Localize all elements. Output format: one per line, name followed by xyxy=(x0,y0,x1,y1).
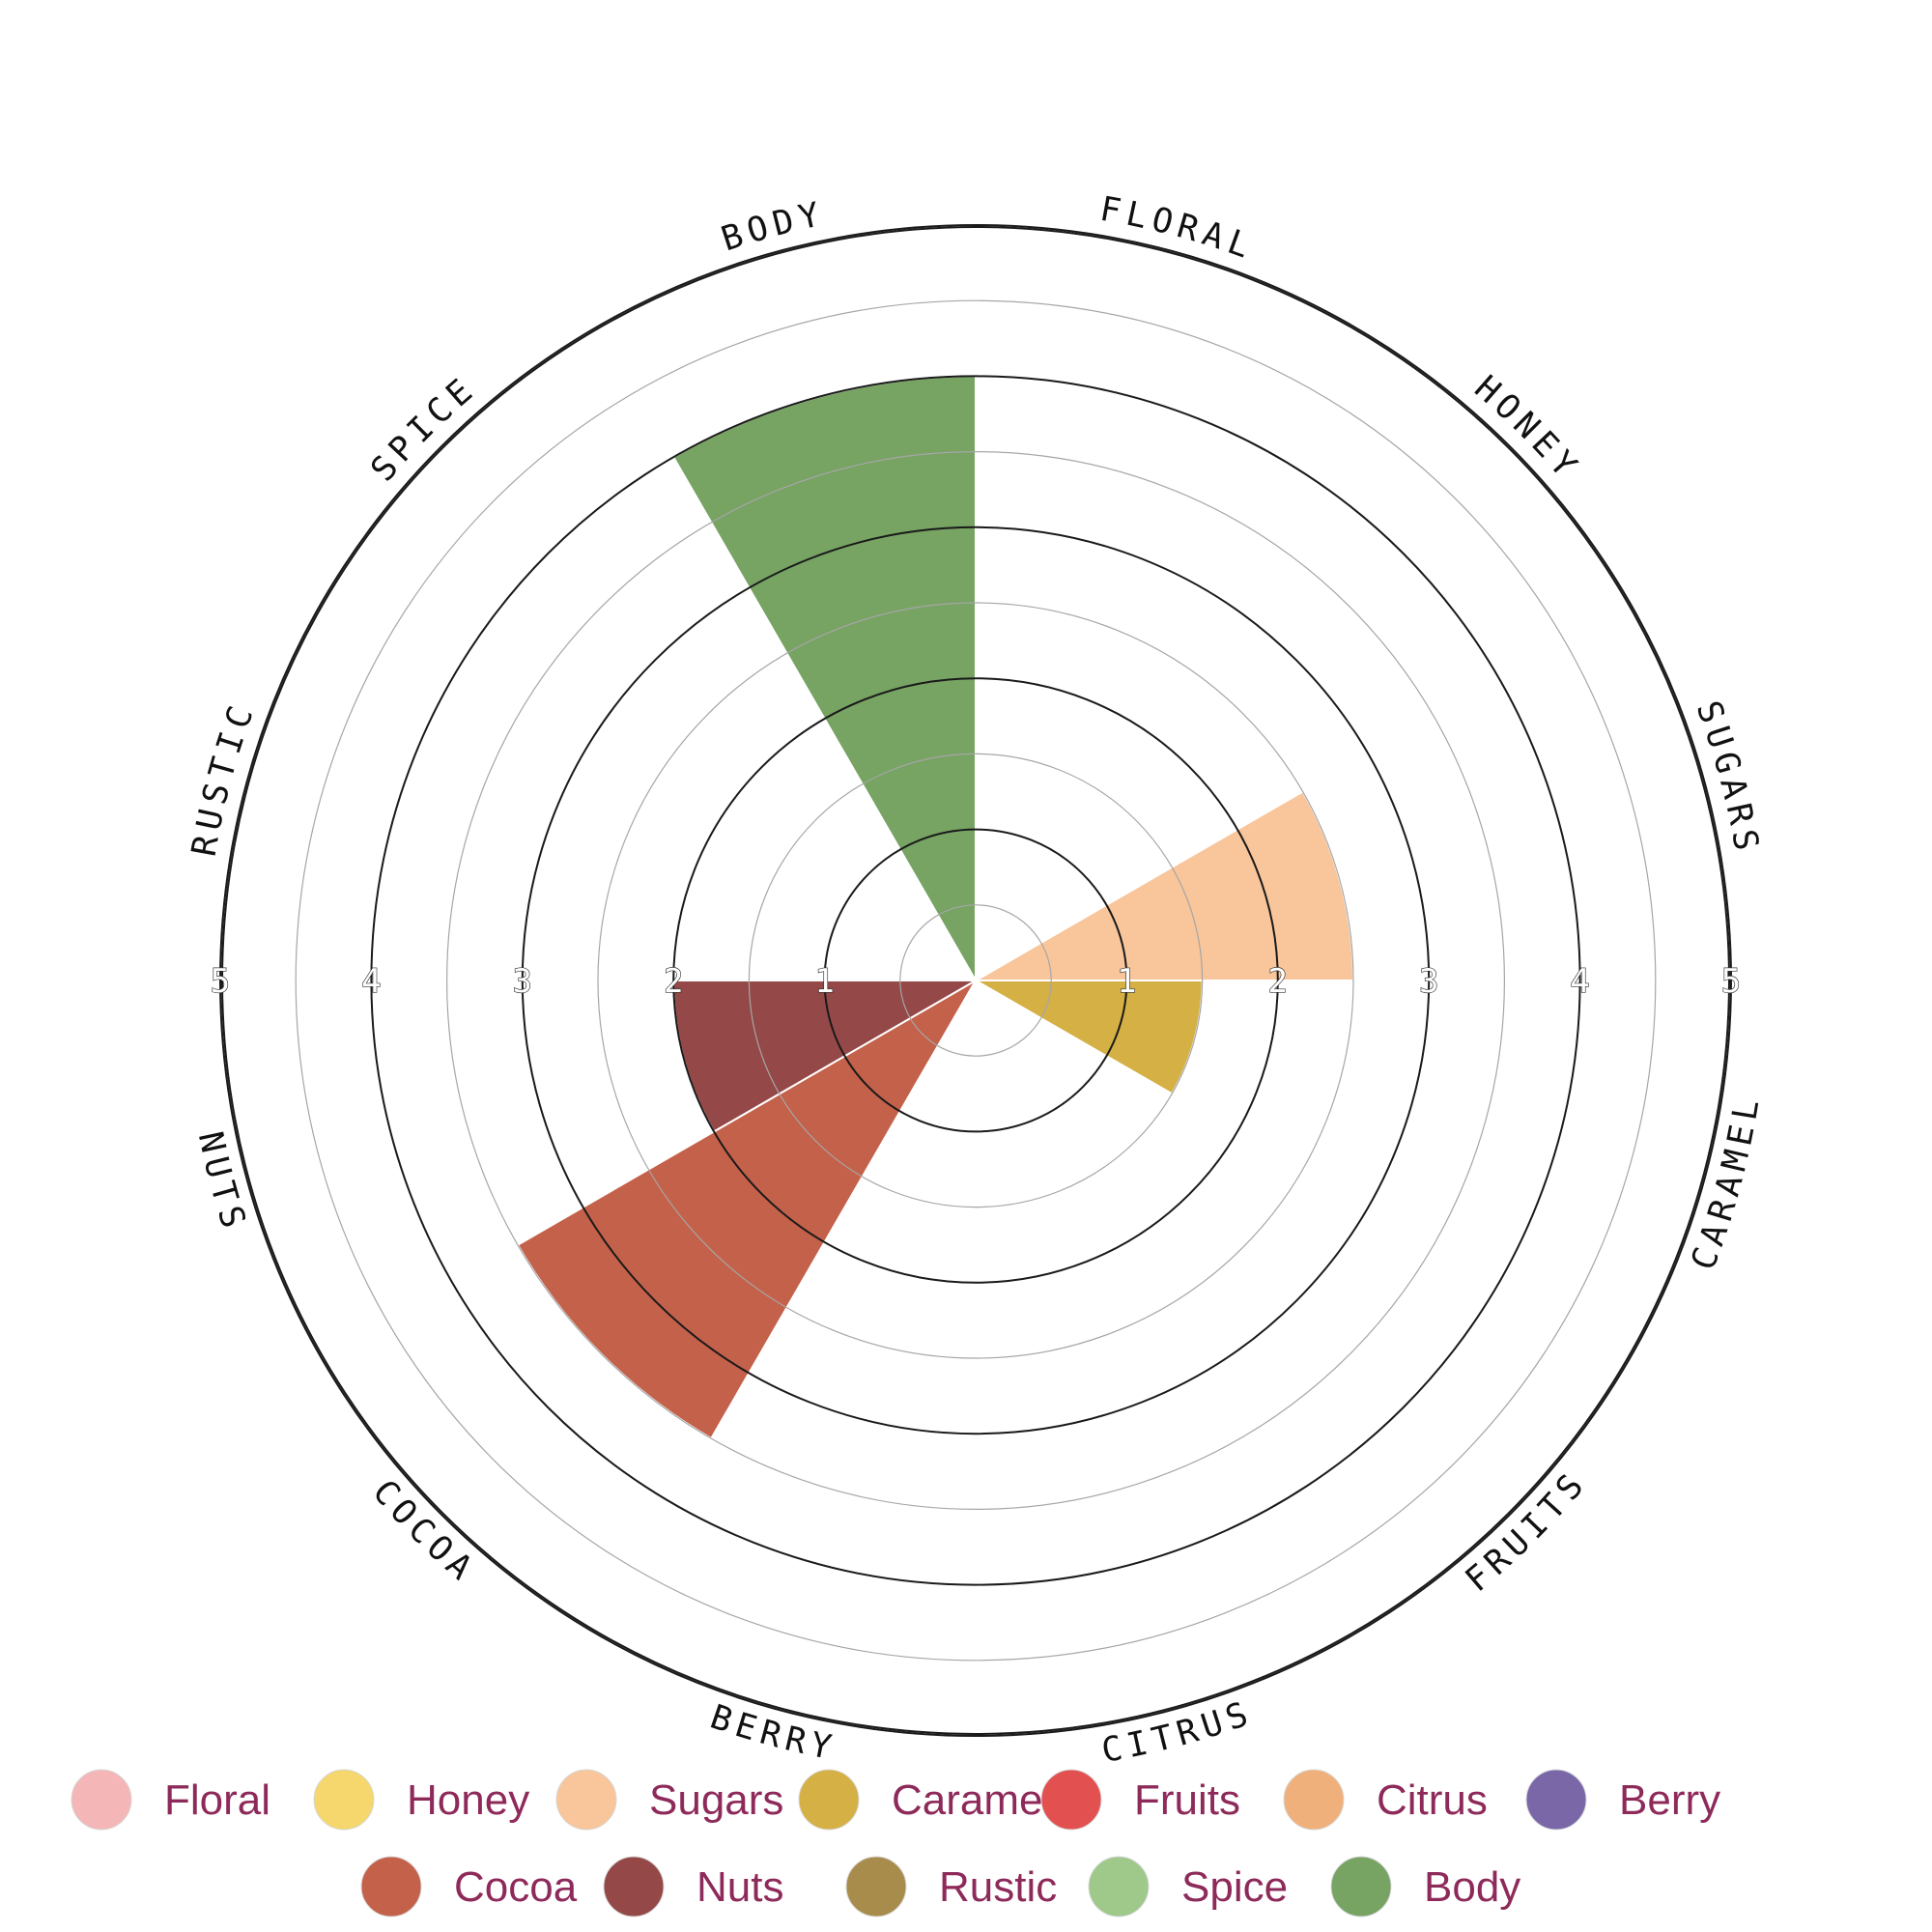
legend-label: Honey xyxy=(407,1776,529,1824)
legend-swatch xyxy=(71,1769,132,1831)
radial-tick-label: 5 xyxy=(211,962,230,1001)
legend-swatch xyxy=(1088,1856,1150,1918)
legend-label: Rustic xyxy=(939,1863,1057,1911)
grid-circle xyxy=(295,299,1657,1662)
legend-label: Floral xyxy=(164,1776,270,1824)
legend-swatch xyxy=(1525,1769,1587,1831)
legend-swatch xyxy=(1283,1769,1345,1831)
grid-circle xyxy=(899,904,1052,1057)
grid-circle xyxy=(370,375,1581,1586)
legend-label: Citrus xyxy=(1377,1776,1488,1824)
legend-swatch xyxy=(1040,1769,1102,1831)
axis-label-rustic: RUSTIC xyxy=(185,696,264,860)
axis-label-caramel: CARAMEL xyxy=(1684,1092,1768,1276)
axis-label-floral: FLORAL xyxy=(1097,190,1261,269)
legend-label: Sugars xyxy=(649,1776,783,1824)
legend-label: Spice xyxy=(1181,1863,1288,1911)
legend-item-nuts[interactable]: Nuts xyxy=(603,1856,783,1918)
radial-tick-label: 3 xyxy=(1419,962,1438,1001)
legend-item-honey[interactable]: Honey xyxy=(313,1769,529,1831)
legend-swatch xyxy=(360,1856,422,1918)
radial-tick-label: 2 xyxy=(1268,962,1288,1001)
radial-tick-label: 4 xyxy=(361,962,381,1001)
axis-label-citrus: CITRUS xyxy=(1098,1693,1258,1771)
axis-label-body: BODY xyxy=(717,195,829,260)
legend-swatch xyxy=(798,1769,860,1831)
axis-label-spice: SPICE xyxy=(364,369,485,490)
legend-swatch xyxy=(1330,1856,1392,1918)
wedge-sugars[interactable] xyxy=(972,790,1355,981)
grid-circle xyxy=(672,677,1279,1284)
legend-item-cocoa[interactable]: Cocoa xyxy=(360,1856,578,1918)
legend-item-body[interactable]: Body xyxy=(1330,1856,1520,1918)
grid-circle xyxy=(445,450,1506,1511)
grid-circle xyxy=(748,753,1204,1208)
legend-swatch xyxy=(603,1856,665,1918)
wedge-body[interactable] xyxy=(671,375,977,984)
radial-tick-label: 3 xyxy=(513,962,532,1001)
radial-tick-label: 4 xyxy=(1570,962,1589,1001)
axis-label-honey: HONEY xyxy=(1467,369,1588,490)
axis-label-sugars: SUGARS xyxy=(1688,696,1766,860)
legend-item-sugars[interactable]: Sugars xyxy=(555,1769,783,1831)
legend-label: Body xyxy=(1424,1863,1520,1911)
axis-label-nuts: NUTS xyxy=(190,1128,254,1238)
legend-item-floral[interactable]: Floral xyxy=(71,1769,270,1831)
grid-circle xyxy=(597,602,1354,1359)
legend-label: Cocoa xyxy=(454,1863,578,1911)
radial-tick-labels: 1 1 2 2 3 3 4 4 5 5 xyxy=(210,961,1742,1001)
legend-item-citrus[interactable]: Citrus xyxy=(1283,1769,1488,1831)
legend-label: Caramel xyxy=(892,1776,1052,1824)
radial-tick-label: 1 xyxy=(1117,962,1136,1001)
wedge-caramel[interactable] xyxy=(972,980,1204,1095)
legend-item-fruits[interactable]: Fruits xyxy=(1040,1769,1240,1831)
legend-label: Berry xyxy=(1619,1776,1720,1824)
legend-swatch xyxy=(845,1856,907,1918)
outer-ring xyxy=(221,226,1730,1735)
chart-gridlines xyxy=(219,224,1732,1737)
chart-legend[interactable]: Floral Honey Sugars Caramel Fruits Citrus Berr… xyxy=(71,1769,1720,1918)
radial-tick-label: 2 xyxy=(664,962,683,1001)
legend-label: Nuts xyxy=(696,1863,783,1911)
grid-circle xyxy=(521,526,1431,1435)
legend-item-rustic[interactable]: Rustic xyxy=(845,1856,1057,1918)
legend-item-spice[interactable]: Spice xyxy=(1088,1856,1288,1918)
axis-label-fruits: FRUITS xyxy=(1459,1463,1596,1601)
legend-swatch xyxy=(555,1769,617,1831)
radial-tick-label: 1 xyxy=(814,962,834,1001)
legend-item-caramel[interactable]: Caramel xyxy=(798,1769,1052,1831)
grid-circle xyxy=(823,828,1128,1133)
axis-label-cocoa: COCOA xyxy=(365,1473,484,1592)
legend-item-berry[interactable]: Berry xyxy=(1525,1769,1720,1831)
radial-tick-label: 5 xyxy=(1721,962,1741,1001)
legend-swatch xyxy=(313,1769,375,1831)
grid-circle xyxy=(219,224,1732,1737)
legend-label: Fruits xyxy=(1134,1776,1240,1824)
